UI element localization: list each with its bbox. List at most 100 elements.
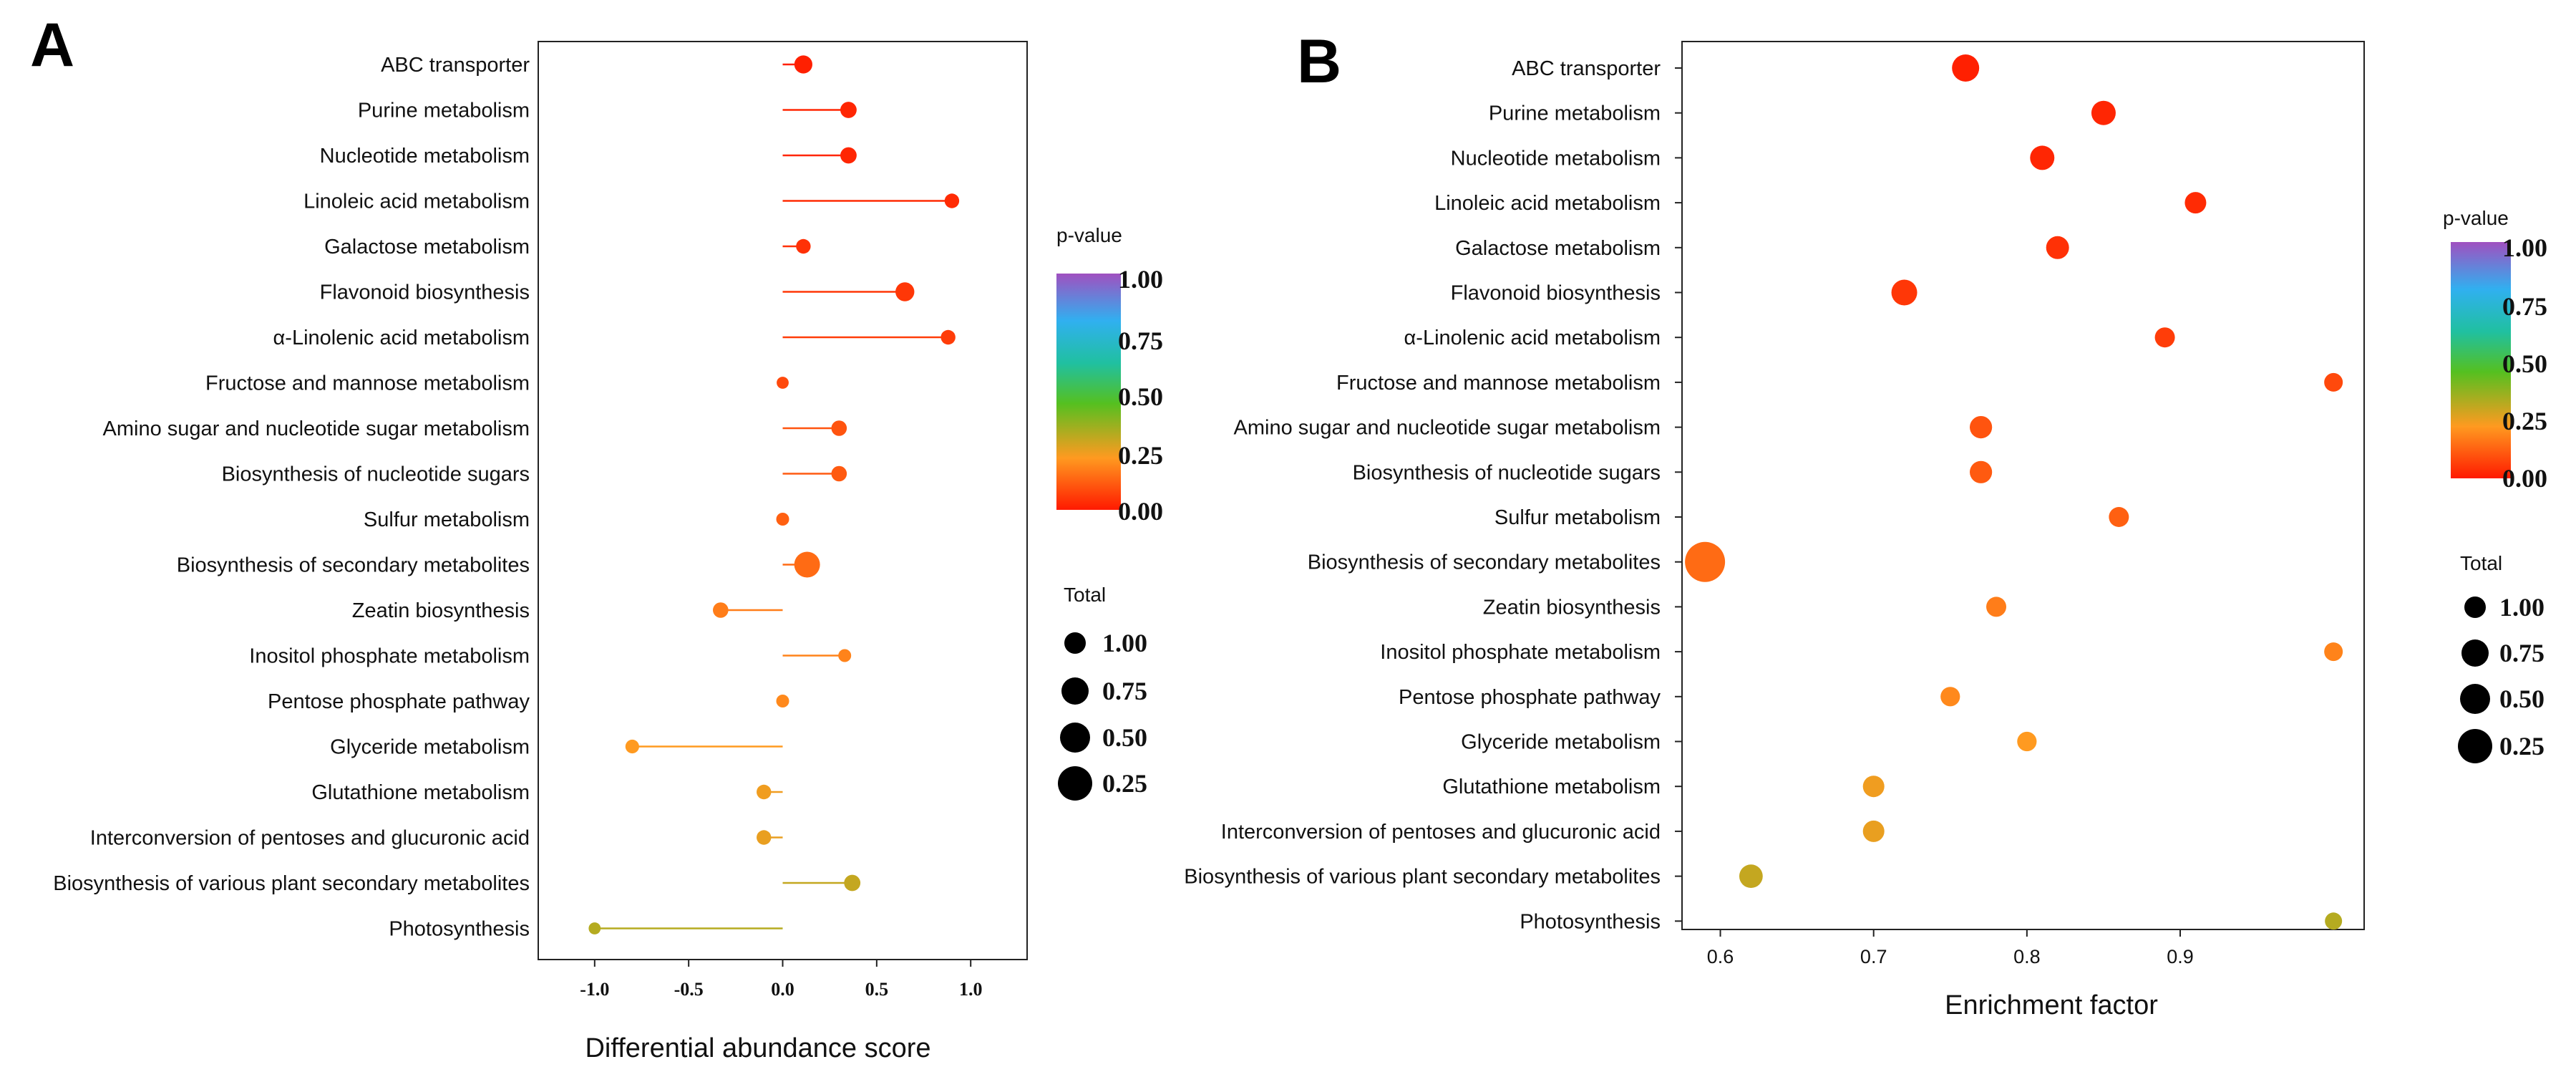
panel-a-colorbar-tick: 0.25 bbox=[1118, 441, 1163, 470]
panel-b-bubble bbox=[1970, 460, 1993, 483]
panel-b-size-key-dot bbox=[2460, 684, 2490, 714]
panel-b-size-key-dot bbox=[2458, 729, 2492, 763]
panel-b-size-key-dot bbox=[2461, 639, 2489, 667]
panel-a-lollipop-dot bbox=[794, 55, 812, 74]
panel-a-lollipop-dot bbox=[796, 238, 811, 254]
panel-b-category-label: ABC transporter bbox=[1512, 57, 1661, 80]
panel-a-lollipop-dot bbox=[944, 193, 960, 208]
panel-b-bubble bbox=[1970, 416, 1993, 439]
panel-b-bubble bbox=[2325, 912, 2343, 930]
panel-b-category-label: Glyceride metabolism bbox=[1461, 731, 1661, 754]
panel-a-category-label: α-Linolenic acid metabolism bbox=[273, 327, 530, 349]
panel-b-size-key-label: 0.75 bbox=[2499, 639, 2545, 667]
panel-a-category-label: Linoleic acid metabolism bbox=[303, 190, 530, 213]
panel-b-bubble bbox=[2324, 372, 2343, 392]
panel-b-category-label: Biosynthesis of various plant secondary … bbox=[1184, 866, 1661, 889]
panel-b-pvalue-colorbar bbox=[2451, 242, 2511, 478]
panel-a-category-label: Fructose and mannose metabolism bbox=[205, 372, 530, 395]
panel-b-category-label: Photosynthesis bbox=[1520, 910, 1661, 933]
panel-a-lollipop-dot bbox=[840, 147, 857, 164]
panel-a-x-tick-label: 0.0 bbox=[771, 979, 794, 1000]
panel-a-lollipop-dot bbox=[625, 739, 639, 754]
panel-a-lollipop-dot bbox=[588, 922, 601, 934]
panel-b-colorbar-tick: 0.00 bbox=[2502, 464, 2547, 493]
panel-a-pvalue-colorbar bbox=[1056, 274, 1121, 510]
panel-b-bubble bbox=[1891, 279, 1918, 306]
panel-b-colorbar-tick: 0.75 bbox=[2502, 292, 2547, 321]
panel-a-lollipop-dot bbox=[844, 874, 861, 892]
panel-a-colorbar-tick: 1.00 bbox=[1118, 265, 1163, 294]
panel-a-category-label: Purine metabolism bbox=[358, 100, 530, 122]
panel-a-lollipop-dot bbox=[838, 649, 852, 662]
panel-a-x-tick-label: 1.0 bbox=[959, 979, 983, 1000]
panel-b-category-label: Inositol phosphate metabolism bbox=[1380, 641, 1661, 664]
panel-b-x-tick-label: 0.7 bbox=[1860, 946, 1887, 967]
panel-a-lollipop-dot bbox=[776, 513, 789, 526]
panel-b-legend-total-title: Total bbox=[2460, 552, 2502, 574]
panel-b-chart: ABC transporter Purine metabolism Nucleoti… bbox=[1184, 41, 2547, 1020]
panel-a-size-key-label: 1.00 bbox=[1102, 629, 1147, 657]
panel-a-category-label: Pentose phosphate pathway bbox=[268, 690, 530, 713]
panel-b-category-label: Amino sugar and nucleotide sugar metabol… bbox=[1234, 417, 1661, 440]
panel-b-bubble bbox=[2154, 327, 2175, 348]
panel-b-category-label: Biosynthesis of nucleotide sugars bbox=[1353, 461, 1661, 484]
panel-b-x-tick-label: 0.6 bbox=[1707, 946, 1734, 967]
panel-b-x-tick-label: 0.8 bbox=[2013, 946, 2041, 967]
panel-a-category-label: Zeatin biosynthesis bbox=[352, 599, 530, 622]
panel-b-bubble bbox=[2017, 731, 2037, 752]
panel-b-colorbar-tick: 0.50 bbox=[2502, 349, 2547, 378]
panel-b-bubble bbox=[2324, 642, 2343, 662]
panel-b-category-label: α-Linolenic acid metabolism bbox=[1404, 327, 1661, 349]
panel-b-size-key-label: 0.25 bbox=[2499, 732, 2545, 760]
panel-b-category-label: Interconversion of pentoses and glucuron… bbox=[1221, 821, 1661, 844]
panel-b-category-label: Sulfur metabolism bbox=[1494, 506, 1661, 529]
panel-a-lollipop-dot bbox=[776, 695, 789, 707]
panel-b-colorbar-tick: 1.00 bbox=[2502, 233, 2547, 262]
panel-a-category-label: Sulfur metabolism bbox=[364, 508, 530, 531]
panel-a-colorbar-tick: 0.00 bbox=[1118, 497, 1163, 526]
panel-a-category-label: Glyceride metabolism bbox=[330, 736, 530, 759]
panel-a-category-label: Biosynthesis of nucleotide sugars bbox=[222, 463, 530, 486]
panel-a-x-tick-label: 0.5 bbox=[865, 979, 889, 1000]
panel-a-x-tick-label: -1.0 bbox=[580, 979, 609, 1000]
panel-b-category-label: Purine metabolism bbox=[1489, 102, 1661, 125]
panel-b-size-key-dot bbox=[2464, 596, 2486, 618]
panel-b-bubble bbox=[2046, 236, 2069, 259]
panel-b-x-tick-label: 0.9 bbox=[2167, 946, 2194, 967]
panel-b-bubble bbox=[2030, 145, 2055, 170]
panel-a-x-axis-title: Differential abundance score bbox=[585, 1033, 930, 1063]
panel-a-size-key-dot bbox=[1064, 632, 1086, 654]
panel-b-category-label: Pentose phosphate pathway bbox=[1399, 686, 1661, 709]
panel-a-lollipop-dot bbox=[713, 602, 729, 618]
panel-a-lollipop-dot bbox=[840, 102, 857, 118]
panel-b-category-label: Biosynthesis of secondary metabolites bbox=[1308, 551, 1661, 574]
panel-b-bubble bbox=[1739, 864, 1763, 888]
panel-b-category-label: Galactose metabolism bbox=[1455, 237, 1661, 260]
panel-b-plot-frame bbox=[1681, 41, 2365, 930]
panel-a-category-label: ABC transporter bbox=[381, 54, 530, 77]
panel-a-size-key-label: 0.25 bbox=[1102, 769, 1147, 798]
panel-a-lollipop-dot bbox=[777, 377, 789, 389]
panel-b-category-label: Fructose and mannose metabolism bbox=[1336, 372, 1661, 395]
panel-a-lollipop-dot bbox=[831, 420, 847, 436]
panel-a-lollipop-dot bbox=[831, 465, 847, 482]
panel-a-lollipop-dot bbox=[757, 784, 772, 800]
panel-a-category-label: Glutathione metabolism bbox=[311, 781, 530, 804]
panel-a-lollipop-dot bbox=[895, 282, 915, 301]
panel-b-legend-pvalue-title: p-value bbox=[2443, 207, 2509, 229]
panel-b-category-label: Nucleotide metabolism bbox=[1451, 147, 1661, 170]
panel-b-size-key-label: 1.00 bbox=[2499, 593, 2545, 622]
panel-b-bubble bbox=[1862, 776, 1885, 798]
panel-a-category-label: Biosynthesis of secondary metabolites bbox=[177, 554, 530, 577]
panel-a-lollipop-dot bbox=[794, 551, 820, 578]
panel-a-size-key-label: 0.75 bbox=[1102, 677, 1147, 705]
panel-a-category-label: Flavonoid biosynthesis bbox=[320, 281, 530, 304]
panel-a-category-label: Nucleotide metabolism bbox=[320, 145, 530, 168]
panel-a-legend-total-title: Total bbox=[1064, 584, 1106, 606]
panel-a-colorbar-tick: 0.50 bbox=[1118, 382, 1163, 411]
panel-a-category-label: Interconversion of pentoses and glucuron… bbox=[90, 827, 530, 850]
panel-b-category-label: Glutathione metabolism bbox=[1442, 776, 1661, 798]
panel-a-plot-frame bbox=[538, 41, 1028, 960]
panel-b-x-axis-title: Enrichment factor bbox=[1945, 990, 2158, 1020]
